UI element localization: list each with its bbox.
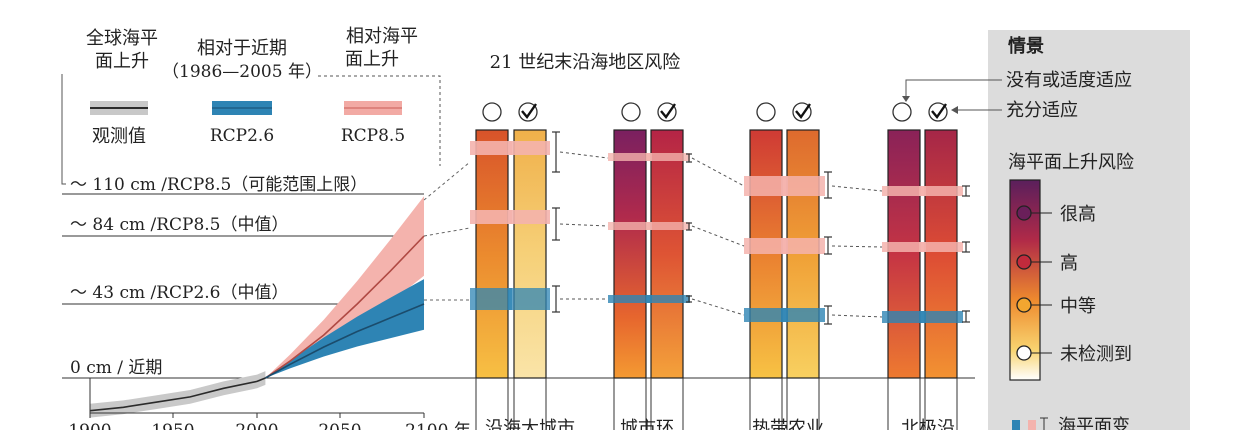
level-label-43: ～ 43 cm /RCP2.6（中值）	[70, 283, 289, 303]
level-label-0: 0 cm / 近期	[70, 358, 162, 378]
region-urban-atolls: 城市环	[613, 102, 684, 430]
relative-to-label-2: （1986—2005 年）	[162, 62, 322, 82]
rcp26-uncertainty-band	[265, 279, 424, 378]
region-label-tropical-agriculture: 热带农业	[752, 418, 824, 430]
region-connectors	[559, 151, 883, 318]
side-legend: 情景 没有或适度适应 充分适应 海平面上升风险 很高 高 中等 未检测到 海平面…	[902, 30, 1190, 430]
header: 全球海平 面上升 相对于近期 （1986—2005 年） 相对海平 面上升 21…	[86, 26, 680, 82]
sea-level-change-label: 海平面变	[1058, 416, 1130, 430]
rcp85-legend-label: RCP8.5	[341, 126, 405, 146]
no-adapt-pointer	[905, 79, 1002, 98]
x-axis: 1900 1950 2000 2050 2100 年	[68, 378, 471, 430]
medium-marker-icon	[1016, 297, 1032, 313]
global-rise-label-1: 全球海平	[86, 28, 158, 49]
risk-title: 21 世纪末沿海地区风险	[490, 52, 681, 73]
relative-rise-label-2: 面上升	[345, 49, 399, 70]
region-arctic: 北极沿	[887, 102, 958, 430]
risk-level-high: 高	[1060, 253, 1078, 274]
region-coastal-megacities: 沿海大城市	[475, 102, 575, 430]
rcp85-median-line	[264, 235, 425, 379]
x-tick-label-2000: 2000	[235, 421, 278, 430]
region-label-coastal-megacities: 沿海大城市	[485, 418, 575, 430]
x-tick-label-1950: 1950	[151, 421, 194, 430]
observed-legend-label: 观测值	[92, 126, 146, 147]
level-lines: ～ 110 cm /RCP8.5（可能范围上限） ～ 84 cm /RCP8.5…	[62, 175, 975, 379]
x-tick-label-1900: 1900	[68, 421, 111, 430]
no-adapt-circle-icon	[892, 102, 912, 122]
sea-level-change-blue-swatch	[1012, 420, 1020, 430]
undetected-marker-icon	[1016, 345, 1032, 361]
rcp26-median-line	[265, 303, 425, 379]
no-adapt-arrow-icon	[902, 96, 910, 102]
risk-bar-full-adapt	[924, 129, 958, 379]
rcp26-legend-label: RCP2.6	[210, 126, 274, 146]
no-adapt-circle-icon	[756, 102, 776, 122]
sea-level-change-pink-swatch	[1028, 420, 1036, 430]
rcp85-uncertainty-band	[265, 196, 424, 378]
level-label-110: ～ 110 cm /RCP8.5（可能范围上限）	[70, 175, 367, 195]
region-label-urban-atolls: 城市环	[620, 418, 674, 430]
risk-bar-no-adapt	[887, 129, 921, 379]
level-label-84: ～ 84 cm /RCP8.5（中值）	[70, 215, 289, 235]
risk-level-medium: 中等	[1060, 296, 1096, 317]
risk-bar-no-adapt	[613, 129, 647, 379]
risk-legend-title: 海平面上升风险	[1008, 152, 1134, 173]
risk-bar-no-adapt	[475, 129, 509, 379]
high-marker-icon	[1016, 254, 1032, 270]
risk-bar-full-adapt	[513, 129, 547, 379]
no-adapt-circle-icon	[482, 102, 502, 122]
no-adapt-label: 没有或适度适应	[1006, 70, 1132, 91]
range-error-bars	[552, 131, 970, 325]
no-adapt-circle-icon	[621, 102, 641, 122]
region-label-arctic: 北极沿	[901, 418, 955, 430]
projection-connectors	[423, 161, 471, 301]
line-legend: 观测值 RCP2.6 RCP8.5	[90, 101, 405, 147]
full-adapt-arrow-icon	[951, 106, 958, 114]
risk-level-very-high: 很高	[1060, 204, 1096, 225]
risk-level-undetected: 未检测到	[1060, 344, 1132, 365]
relative-rise-label-1: 相对海平	[346, 26, 418, 47]
global-rise-label-2: 面上升	[95, 51, 149, 72]
sea-level-plot	[89, 196, 425, 418]
relative-rise-connector	[318, 75, 441, 166]
relative-to-label-1: 相对于近期	[197, 38, 287, 59]
risk-bar-full-adapt	[650, 129, 684, 379]
bar-markers	[470, 141, 963, 323]
scenario-title: 情景	[1008, 36, 1044, 57]
observed-line	[89, 377, 266, 412]
full-adapt-label: 充分适应	[1006, 100, 1078, 121]
x-tick-label-2050: 2050	[318, 421, 361, 430]
x-tick-label-2100: 2100 年	[405, 421, 471, 430]
global-rise-connector	[61, 74, 66, 185]
very-high-marker-icon	[1016, 205, 1032, 221]
region-tropical-agriculture: 热带农业	[749, 102, 824, 430]
